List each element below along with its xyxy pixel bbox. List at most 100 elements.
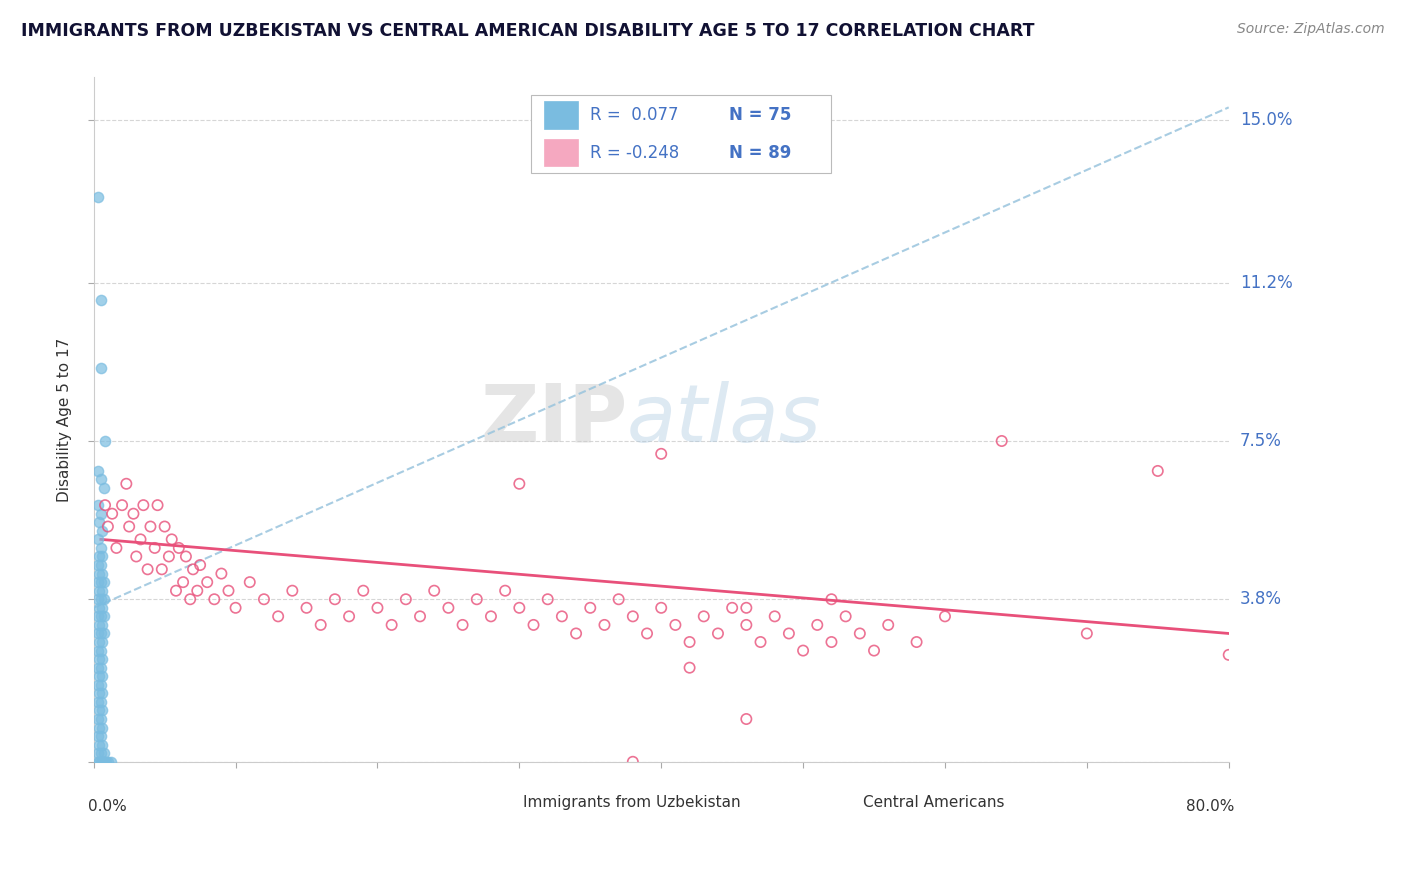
Point <box>143 541 166 555</box>
Point <box>735 600 758 615</box>
Point <box>87 592 110 607</box>
Point <box>621 609 644 624</box>
Point <box>721 600 744 615</box>
Point <box>849 626 872 640</box>
Point <box>90 361 112 376</box>
Point <box>132 498 155 512</box>
Point <box>281 583 304 598</box>
Point <box>89 703 111 717</box>
Point <box>150 562 173 576</box>
Point <box>91 635 114 649</box>
Point <box>93 592 115 607</box>
Point <box>181 562 204 576</box>
Point <box>122 507 145 521</box>
Point <box>352 583 374 598</box>
Point <box>91 738 114 752</box>
Point <box>295 600 318 615</box>
Point <box>678 635 700 649</box>
Point <box>87 695 110 709</box>
Point <box>863 643 886 657</box>
Point <box>90 507 112 521</box>
Point <box>89 721 111 735</box>
Point <box>111 498 134 512</box>
Point <box>650 447 672 461</box>
Point <box>678 661 700 675</box>
Point <box>188 558 211 572</box>
Point <box>90 729 112 743</box>
Point <box>209 566 232 581</box>
Point <box>225 600 247 615</box>
Point <box>186 583 208 598</box>
Point <box>90 712 112 726</box>
Point <box>494 583 516 598</box>
Point <box>90 293 112 307</box>
Point <box>537 592 560 607</box>
Point <box>1218 648 1240 662</box>
Point <box>90 695 112 709</box>
Point <box>157 549 180 564</box>
Point <box>179 592 201 607</box>
Text: 15.0%: 15.0% <box>1240 112 1292 129</box>
Point <box>93 481 115 495</box>
Point <box>90 643 112 657</box>
Text: 3.8%: 3.8% <box>1240 591 1282 608</box>
Point <box>89 600 111 615</box>
Point <box>323 592 346 607</box>
Text: ZIP: ZIP <box>479 381 627 458</box>
Text: R =  0.077: R = 0.077 <box>589 106 678 124</box>
Point <box>395 592 418 607</box>
Text: N = 89: N = 89 <box>730 144 792 161</box>
Point <box>118 519 141 533</box>
Text: N = 75: N = 75 <box>730 106 792 124</box>
Point <box>91 652 114 666</box>
Point <box>89 738 111 752</box>
Point <box>806 618 828 632</box>
FancyBboxPatch shape <box>544 139 578 167</box>
Point <box>167 541 190 555</box>
Point <box>90 609 112 624</box>
Point <box>89 686 111 700</box>
Point <box>905 635 928 649</box>
Text: Central Americans: Central Americans <box>863 796 1005 810</box>
Point <box>89 635 111 649</box>
Point <box>437 600 460 615</box>
Point <box>834 609 856 624</box>
FancyBboxPatch shape <box>530 95 831 173</box>
Point <box>93 755 115 769</box>
Point <box>90 473 112 487</box>
Point <box>91 566 114 581</box>
Point <box>87 643 110 657</box>
Point <box>87 190 110 204</box>
Point <box>366 600 388 615</box>
Point <box>664 618 686 632</box>
Point <box>100 755 122 769</box>
Point <box>139 519 162 533</box>
Point <box>820 635 842 649</box>
Text: IMMIGRANTS FROM UZBEKISTAN VS CENTRAL AMERICAN DISABILITY AGE 5 TO 17 CORRELATIO: IMMIGRANTS FROM UZBEKISTAN VS CENTRAL AM… <box>21 22 1035 40</box>
Point <box>89 549 111 564</box>
Point <box>89 755 111 769</box>
Point <box>202 592 225 607</box>
Point <box>97 755 120 769</box>
Point <box>607 592 630 607</box>
Point <box>91 600 114 615</box>
Text: 80.0%: 80.0% <box>1187 799 1234 814</box>
Point <box>579 600 602 615</box>
Point <box>792 643 814 657</box>
Point <box>735 712 758 726</box>
Point <box>91 721 114 735</box>
Point <box>91 524 114 538</box>
Point <box>94 434 117 448</box>
Point <box>87 558 110 572</box>
Point <box>89 583 111 598</box>
Point <box>91 703 114 717</box>
Point <box>508 476 530 491</box>
FancyBboxPatch shape <box>831 794 855 814</box>
Point <box>160 28 183 42</box>
Point <box>146 498 169 512</box>
Point <box>125 549 148 564</box>
Point <box>87 755 110 769</box>
Point <box>87 575 110 590</box>
Point <box>90 746 112 760</box>
Point <box>91 618 114 632</box>
